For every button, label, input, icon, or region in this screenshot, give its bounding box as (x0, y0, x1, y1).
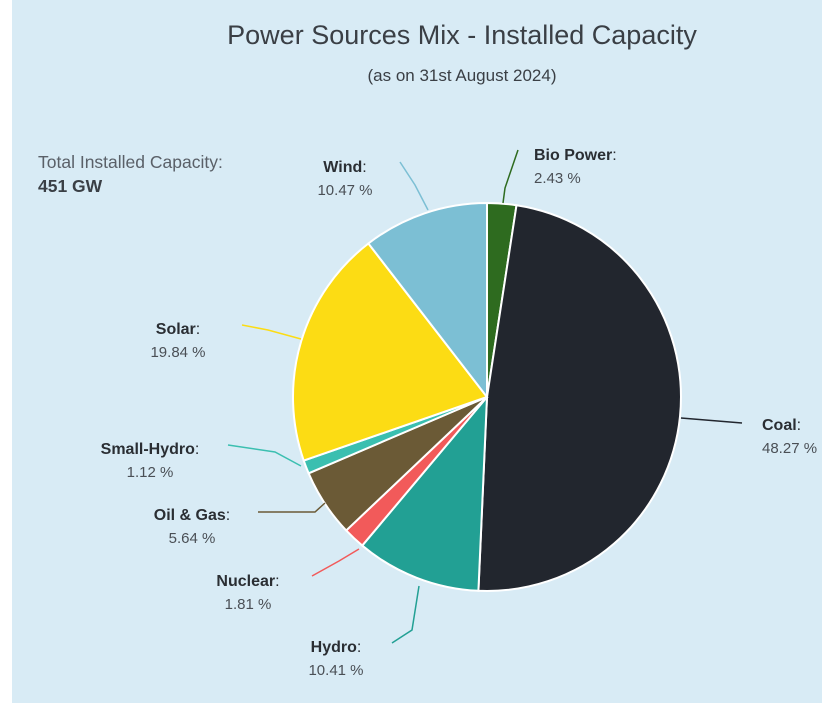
slice-label-small-hydro: Small-Hydro: (101, 441, 200, 458)
slice-value-nuclear: 1.81 % (225, 596, 272, 613)
pie-slice-solar (292, 242, 489, 462)
slice-value-oil-gas: 5.64 % (169, 530, 216, 547)
slice-label-coal: Coal: (762, 417, 801, 434)
slice-label-solar: Solar: (156, 321, 200, 338)
slice-label-oil-gas: Oil & Gas: (154, 507, 230, 524)
slice-label-hydro: Hydro: (311, 639, 362, 656)
slice-value-bio-power: 2.43 % (534, 170, 581, 187)
slice-value-solar: 19.84 % (150, 344, 205, 361)
leader-line-oil-gas (258, 502, 326, 513)
slice-label-wind: Wind: (323, 159, 366, 176)
pie-slice-hydro (360, 394, 489, 592)
slice-value-small-hydro: 1.12 % (127, 464, 174, 481)
leader-line-hydro (391, 585, 420, 644)
leader-line-small-hydro (227, 444, 302, 467)
slice-label-bio-power: Bio Power: (534, 147, 617, 164)
leader-line-solar (241, 324, 302, 340)
pie-slice-wind (366, 201, 488, 400)
total-capacity-label: Total Installed Capacity: (38, 152, 223, 172)
leader-lines (227, 149, 743, 644)
slice-value-coal: 48.27 % (762, 440, 817, 457)
leader-line-wind (399, 161, 429, 211)
chart-subtitle: (as on 31st August 2024) (367, 66, 556, 85)
slice-value-hydro: 10.41 % (308, 662, 363, 679)
slice-labels: Bio Power: 2.43 % Coal: 48.27 % Hydro: 10.41 … (101, 147, 817, 679)
leader-line-nuclear (311, 548, 360, 577)
chart-title: Power Sources Mix - Installed Capacity (227, 20, 697, 50)
total-capacity-value: 451 GW (38, 176, 103, 196)
slice-label-nuclear: Nuclear: (216, 573, 279, 590)
leader-line-coal (680, 417, 743, 424)
leader-line-bio-power (502, 149, 519, 204)
slices-layer (292, 201, 682, 592)
slice-value-wind: 10.47 % (317, 182, 372, 199)
pie-slice-coal (477, 204, 682, 592)
